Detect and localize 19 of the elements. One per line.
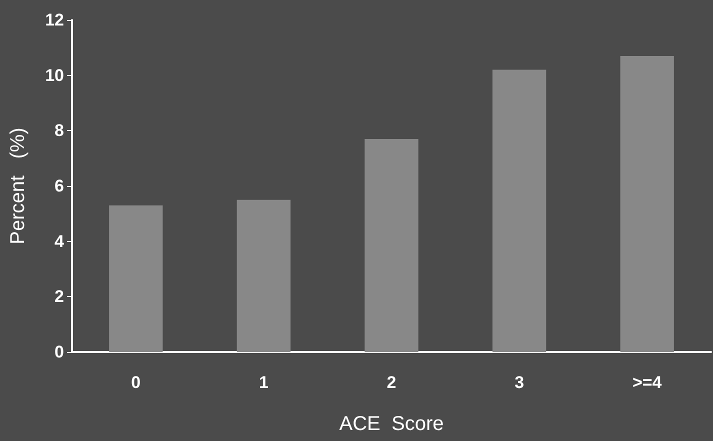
x-tick-label: 1 bbox=[258, 373, 268, 392]
bar bbox=[109, 205, 163, 352]
x-axis-title: ACE Score bbox=[339, 413, 444, 435]
x-tick-label: 2 bbox=[386, 373, 396, 392]
bar bbox=[620, 56, 674, 352]
y-tick-label: 0 bbox=[54, 342, 64, 362]
y-tick-label: 4 bbox=[54, 232, 65, 251]
bar bbox=[492, 70, 546, 352]
x-tick-label: 3 bbox=[514, 373, 524, 392]
bar bbox=[364, 138, 418, 352]
y-tick-label: 12 bbox=[45, 10, 64, 30]
bar bbox=[236, 200, 291, 352]
y-tick-label: 8 bbox=[54, 121, 64, 140]
y-axis-title: Percent (%) bbox=[7, 128, 29, 244]
x-tick-label: 0 bbox=[131, 373, 141, 392]
y-tick-label: 6 bbox=[54, 176, 64, 196]
x-tick-label: >=4 bbox=[632, 373, 662, 392]
y-tick-label: 2 bbox=[54, 287, 64, 306]
y-tick-label: 10 bbox=[45, 66, 64, 85]
